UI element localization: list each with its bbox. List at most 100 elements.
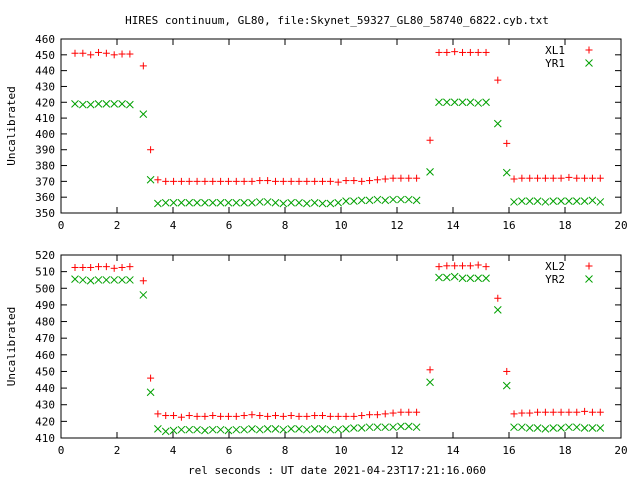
x-tick-label: 10 [334,444,347,457]
data-point [279,425,288,434]
data-point [541,408,549,416]
data-point [326,425,335,434]
data-point [588,424,597,432]
data-point [255,198,264,206]
data-point [413,408,421,416]
data-point [232,412,240,420]
data-point [580,424,589,432]
y-tick-label: 410 [35,432,55,445]
data-point [510,175,518,183]
y-tick-label: 350 [35,207,55,220]
data-point [185,425,194,434]
data-point [248,198,256,207]
data-point [71,49,79,57]
data-point [279,177,287,185]
data-point [443,262,451,270]
y-tick-label: 440 [35,382,55,395]
data-point [95,263,103,271]
data-point [596,408,604,416]
data-point [255,425,264,434]
data-point [94,100,103,108]
data-point [110,264,118,272]
data-point [208,425,217,434]
y-tick-label: 430 [35,80,55,93]
y-tick-label: 370 [35,175,55,188]
x-tick-label: 2 [114,444,121,457]
data-point [271,198,280,207]
data-point [389,409,397,417]
data-point [510,198,518,206]
y-tick-label: 490 [35,299,55,312]
data-point [397,174,405,182]
data-point [525,197,534,205]
data-point [588,196,597,205]
data-point [596,174,604,182]
y-tick-label: 460 [35,349,55,362]
data-point [404,422,413,431]
data-point [350,197,358,205]
y-tick-label: 450 [35,49,55,62]
data-point [279,199,288,208]
data-point [271,424,280,433]
data-point [139,110,148,118]
data-point [102,49,110,57]
data-point [264,177,272,185]
data-point [208,198,217,207]
x-tick-label: 4 [170,219,177,232]
data-point [248,411,256,419]
y-tick-label: 500 [35,282,55,295]
data-point [588,174,596,182]
data-point [248,424,256,433]
data-point [154,199,162,208]
y-tick-label: 440 [35,65,55,78]
legend-label: XL1 [545,44,565,57]
data-point [397,195,405,204]
data-point [161,198,170,207]
series-XL1 [71,48,604,186]
y-tick-label: 510 [35,266,55,279]
data-point [193,177,201,185]
x-tick-label: 6 [226,219,233,232]
data-point [264,412,272,420]
data-point [201,412,209,420]
data-point [71,275,79,283]
data-point [493,306,502,314]
data-point [405,408,413,416]
data-point [541,424,550,433]
data-point [177,425,186,434]
data-point [596,198,605,206]
data-point [240,425,248,434]
data-point [216,425,225,434]
data-point [217,177,225,185]
data-point [482,48,490,56]
legend-marker [585,46,593,54]
data-point [287,198,296,207]
x-tick-label: 18 [558,219,571,232]
data-point [549,424,558,432]
data-point [217,412,225,420]
data-point [581,407,589,415]
data-point [435,48,443,56]
data-point [326,412,334,420]
legend-label: YR1 [545,57,565,70]
data-point [534,408,542,416]
plot-panel-2: 410 420 430 440 450 460 470 480 490 500 510 520 0 2 4 6… [5,249,628,457]
data-point [518,423,526,432]
data-point [232,425,241,434]
data-point [118,100,126,108]
data-point [350,177,358,185]
data-point [110,100,119,108]
data-point [318,199,327,208]
data-point [209,177,217,185]
data-point [381,196,390,205]
data-point [557,197,565,205]
y-axis-label: Uncalibrated [5,307,18,386]
data-point [474,274,483,283]
data-point [185,198,194,207]
data-point [86,100,95,109]
data-point [482,98,490,107]
data-point [334,178,342,186]
data-point [146,388,155,397]
data-point [87,51,95,59]
